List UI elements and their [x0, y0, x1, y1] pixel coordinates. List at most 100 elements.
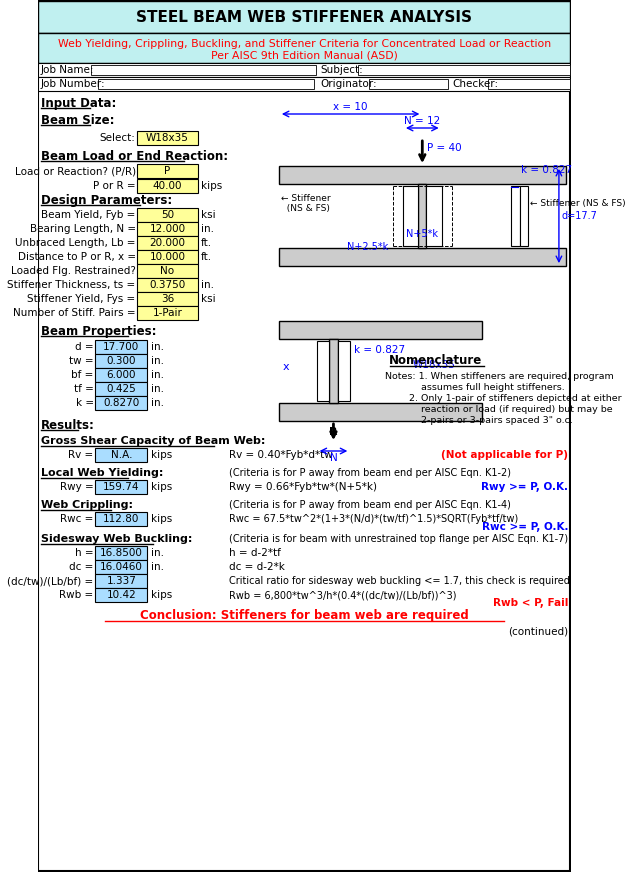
Text: 159.74: 159.74 [103, 482, 140, 492]
Text: Web Crippling:: Web Crippling: [41, 500, 133, 510]
Bar [520, 186, 528, 246]
Text: N.A.: N.A. [111, 450, 132, 460]
Text: (continued): (continued) [508, 626, 568, 636]
Text: Rv = 0.40*Fyb*d*tw: Rv = 0.40*Fyb*d*tw [229, 450, 333, 460]
Bar [95, 574, 148, 588]
Text: N+2.5*k: N+2.5*k [347, 242, 389, 252]
Text: Rwc = 67.5*tw^2*(1+3*(N/d)*(tw/tf)^1.5)*SQRT(Fyb*tf/tw): Rwc = 67.5*tw^2*(1+3*(N/d)*(tw/tf)^1.5)*… [229, 514, 518, 524]
Bar [511, 186, 520, 246]
Text: 2-pairs or 3-pairs spaced 3" o.c.: 2-pairs or 3-pairs spaced 3" o.c. [385, 415, 573, 425]
Text: Rv =: Rv = [69, 450, 93, 460]
Text: STEEL BEAM WEB STIFFENER ANALYSIS: STEEL BEAM WEB STIFFENER ANALYSIS [136, 10, 472, 24]
Text: Rwb = 6,800*tw^3/h*(0.4*((dc/tw)/(Lb/bf))^3): Rwb = 6,800*tw^3/h*(0.4*((dc/tw)/(Lb/bf)… [229, 590, 456, 600]
Text: ft.: ft. [201, 252, 212, 262]
Text: x = 10: x = 10 [333, 102, 368, 112]
Bar [358, 65, 570, 75]
Bar [95, 480, 148, 494]
Text: dc =: dc = [69, 562, 93, 572]
Bar [95, 448, 148, 462]
Bar [279, 321, 482, 339]
Text: k = 0.827: k = 0.827 [521, 165, 572, 175]
Bar [369, 79, 448, 89]
Bar [137, 306, 198, 320]
Text: 17.700: 17.700 [103, 342, 139, 352]
Text: in.: in. [151, 342, 163, 352]
Text: 36: 36 [161, 294, 174, 304]
Bar [38, 33, 570, 63]
Text: P = 40: P = 40 [427, 143, 462, 153]
Bar [95, 588, 148, 602]
Text: 16.8500: 16.8500 [100, 548, 143, 558]
Text: 10.42: 10.42 [106, 590, 136, 600]
Bar [137, 208, 198, 222]
Text: Rwy =: Rwy = [60, 482, 93, 492]
Text: in.: in. [151, 370, 163, 380]
Text: 0.425: 0.425 [106, 384, 136, 394]
Text: Local Web Yielding:: Local Web Yielding: [41, 468, 163, 478]
Text: Design Parameters:: Design Parameters: [41, 194, 172, 207]
Text: Unbraced Length, Lb =: Unbraced Length, Lb = [15, 238, 135, 248]
Bar [279, 248, 565, 266]
Text: 112.80: 112.80 [103, 514, 139, 524]
Bar [95, 354, 148, 368]
Text: P or R =: P or R = [93, 181, 135, 191]
Text: Web Yielding, Crippling, Buckling, and Stiffener Criteria for Concentrated Load : Web Yielding, Crippling, Buckling, and S… [57, 39, 551, 49]
Bar [279, 403, 482, 421]
Bar [137, 164, 198, 178]
Text: in.: in. [151, 548, 163, 558]
Text: dc = d-2*k: dc = d-2*k [229, 562, 284, 572]
Bar [137, 278, 198, 292]
Bar [137, 264, 198, 278]
Bar [38, 63, 570, 77]
Bar [95, 560, 148, 574]
Text: ft.: ft. [201, 238, 212, 248]
Text: Beam Load or End Reaction:: Beam Load or End Reaction: [41, 149, 228, 162]
Text: N = 12: N = 12 [404, 116, 440, 126]
Text: kips: kips [151, 514, 172, 524]
Text: in.: in. [151, 384, 163, 394]
Bar [403, 186, 418, 246]
Text: Input Data:: Input Data: [41, 97, 116, 110]
Text: h = d-2*tf: h = d-2*tf [229, 548, 280, 558]
Text: Job Number:: Job Number: [41, 79, 106, 89]
Text: W18x35: W18x35 [413, 360, 456, 370]
Bar [427, 186, 441, 246]
Text: Stiffener Yield, Fys =: Stiffener Yield, Fys = [27, 294, 135, 304]
Bar [279, 166, 565, 184]
Text: 0.8270: 0.8270 [103, 398, 139, 408]
Text: (Criteria is for P away from beam end per AISC Eqn. K1-2): (Criteria is for P away from beam end pe… [229, 468, 511, 478]
Text: x: x [282, 362, 289, 372]
Text: (Criteria is for beam with unrestrained top flange per AISC Eqn. K1-7): (Criteria is for beam with unrestrained … [229, 534, 568, 544]
Text: (Criteria is for P away from beam end per AISC Eqn. K1-4): (Criteria is for P away from beam end pe… [229, 500, 511, 510]
Bar [317, 341, 329, 401]
Text: Select:: Select: [100, 133, 135, 143]
Text: k = 0.827: k = 0.827 [354, 345, 406, 355]
Text: Load or Reaction? (P/R): Load or Reaction? (P/R) [15, 166, 135, 176]
Bar [137, 222, 198, 236]
Text: Sidesway Web Buckling:: Sidesway Web Buckling: [41, 534, 192, 544]
Text: W18x35: W18x35 [146, 133, 189, 143]
Text: kips: kips [201, 181, 222, 191]
Text: (Not applicable for P): (Not applicable for P) [441, 450, 568, 460]
Text: Originator:: Originator: [320, 79, 377, 89]
Bar [137, 250, 198, 264]
Text: Rwb =: Rwb = [60, 590, 93, 600]
Bar [38, 1, 570, 33]
Bar [95, 546, 148, 560]
Text: Rwc =: Rwc = [60, 514, 93, 524]
Text: kips: kips [151, 482, 172, 492]
Text: Subject:: Subject: [320, 65, 363, 75]
Text: in.: in. [151, 356, 163, 366]
Text: in.: in. [151, 398, 163, 408]
Text: tw =: tw = [69, 356, 93, 366]
Bar [137, 179, 198, 193]
Text: Notes: 1. When stiffeners are required, program: Notes: 1. When stiffeners are required, … [385, 371, 614, 380]
Text: 10.000: 10.000 [149, 252, 186, 262]
Text: No: No [160, 266, 174, 276]
Text: (dc/tw)/(Lb/bf) =: (dc/tw)/(Lb/bf) = [8, 576, 93, 586]
Text: kips: kips [151, 590, 172, 600]
Text: kips: kips [151, 450, 172, 460]
Text: Critical ratio for sidesway web buckling <= 1.7, this check is required: Critical ratio for sidesway web buckling… [229, 576, 570, 586]
Text: d =: d = [75, 342, 93, 352]
Text: h =: h = [75, 548, 93, 558]
